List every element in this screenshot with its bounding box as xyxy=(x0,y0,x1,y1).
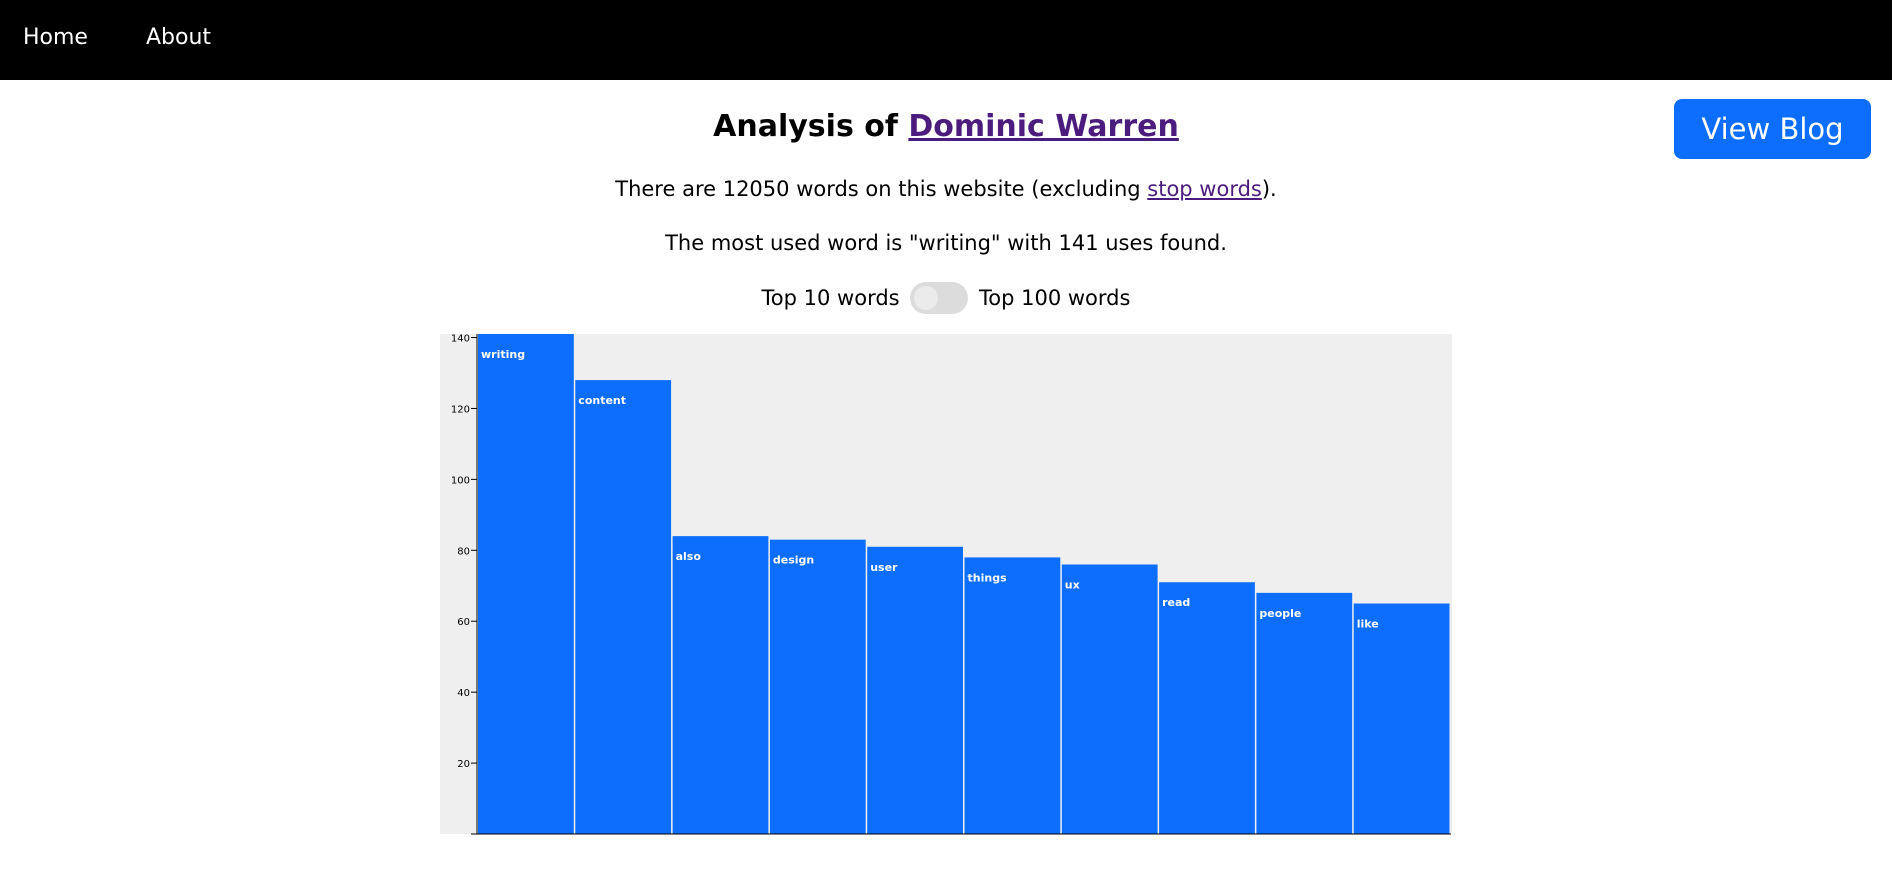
bar-also[interactable] xyxy=(672,536,769,834)
word-frequency-chart: writing content also design user things ux read… xyxy=(440,334,1452,835)
top-words-toggle-row: Top 10 words Top 100 words xyxy=(0,280,1892,315)
bar-user[interactable] xyxy=(867,546,963,834)
bar-label-content: content xyxy=(578,394,626,407)
bar-label-user: user xyxy=(870,561,898,574)
toggle-right-label: Top 100 words xyxy=(979,286,1131,310)
y-tick-label-20: 20 xyxy=(457,759,470,770)
bar-label-things: things xyxy=(968,571,1008,584)
top-words-toggle-switch[interactable] xyxy=(910,282,969,314)
word-count-text: There are 12050 words on this website (e… xyxy=(0,174,1892,204)
bar-writing[interactable] xyxy=(478,334,574,834)
most-used-word-text: The most used word is "writing" with 141… xyxy=(665,231,1227,255)
y-tick-label-120: 120 xyxy=(451,404,470,415)
bar-label-people: people xyxy=(1259,607,1301,620)
y-tick-label-140: 140 xyxy=(451,334,470,345)
navbar: Home About xyxy=(0,0,1892,80)
y-tick-label-60: 60 xyxy=(457,617,470,628)
y-tick-label-40: 40 xyxy=(457,688,470,699)
word-count-suffix: ). xyxy=(1261,177,1277,201)
nav-home-link[interactable]: Home xyxy=(23,25,88,50)
toggle-knob xyxy=(914,286,939,310)
bar-ux[interactable] xyxy=(1061,564,1158,834)
bar-people[interactable] xyxy=(1256,592,1353,834)
bar-read[interactable] xyxy=(1159,582,1255,834)
page-title: Analysis of Dominic Warren xyxy=(0,107,1892,147)
bar-label-ux: ux xyxy=(1065,578,1080,591)
bar-label-read: read xyxy=(1162,596,1190,609)
bar-label-also: also xyxy=(676,550,702,563)
y-tick-label-80: 80 xyxy=(457,546,470,557)
title-prefix: Analysis of xyxy=(713,109,909,144)
bar-content[interactable] xyxy=(575,380,672,834)
author-link[interactable]: Dominic Warren xyxy=(908,109,1179,144)
view-blog-button[interactable]: View Blog xyxy=(1674,99,1871,159)
bar-label-design: design xyxy=(773,554,814,567)
y-tick-label-100: 100 xyxy=(451,475,470,486)
bar-label-writing: writing xyxy=(481,348,525,361)
bar-things[interactable] xyxy=(964,557,1061,834)
toggle-left-label: Top 10 words xyxy=(761,286,900,310)
word-count-prefix: There are 12050 words on this website (e… xyxy=(615,177,1148,201)
bar-design[interactable] xyxy=(769,539,866,834)
nav-about-link[interactable]: About xyxy=(146,25,212,50)
stop-words-link[interactable]: stop words xyxy=(1147,177,1262,201)
bar-like[interactable] xyxy=(1353,603,1450,834)
bar-label-like: like xyxy=(1357,618,1379,631)
